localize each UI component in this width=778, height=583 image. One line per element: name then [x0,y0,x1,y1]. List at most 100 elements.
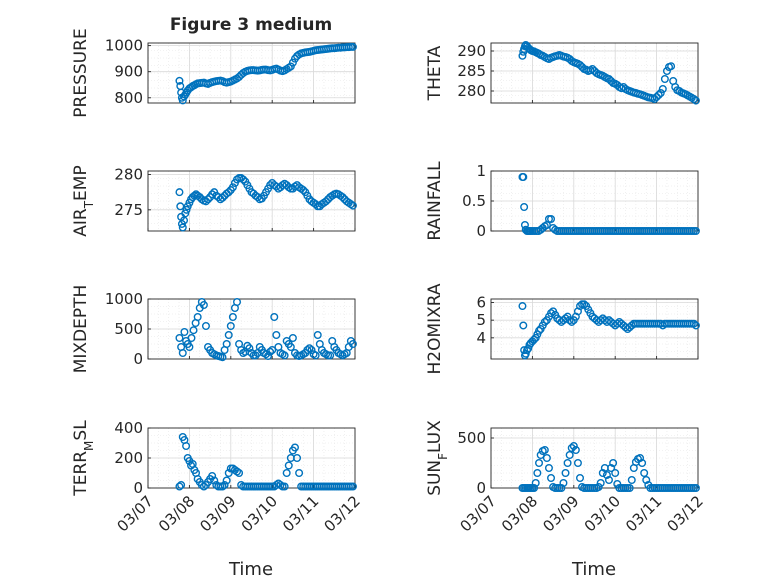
data-markers [175,298,357,362]
data-point [530,484,539,493]
data-point [604,476,613,485]
y-tick-label: 0 [133,479,143,497]
data-point [563,459,572,468]
data-point [218,353,227,362]
figure-title: Figure 3 medium [170,15,332,35]
data-markers [175,42,357,105]
data-point [190,191,199,200]
data-point [264,352,273,361]
data-point [218,193,227,202]
y-tick-label: 900 [114,63,143,81]
data-point [233,467,242,476]
subplot-6: 456 H2OMIXRA [425,283,700,375]
data-point [243,341,252,350]
data-point [313,331,322,340]
y-tick-label: 1 [476,162,486,180]
data-point [536,451,545,460]
subplot-2: 280 285 290 THETA [425,41,700,105]
data-point [208,472,217,481]
y-tick-label: 500 [457,429,486,447]
y-axis-label: MIXDEPTH [71,285,91,374]
data-point [175,76,184,85]
y-axis-label: AIRTEMP [71,165,96,236]
axes-box [147,170,356,232]
data-point [660,74,669,83]
data-point [547,309,556,318]
data-point [561,314,570,323]
data-point [228,183,237,192]
data-point [199,301,208,310]
data-point [594,483,603,492]
data-point [224,331,233,340]
data-point [284,461,293,470]
data-point [542,454,551,463]
data-point [185,343,194,352]
data-point [182,205,191,214]
data-point [627,476,636,485]
data-point [181,209,190,218]
data-point [235,469,244,478]
data-point [596,479,605,488]
data-point [210,476,219,485]
y-axis-label: H2OMIXRA [425,283,445,374]
data-point [239,175,248,184]
data-point [540,317,549,326]
data-point [588,64,597,73]
data-point [193,313,202,322]
data-point [557,484,566,493]
data-point [580,300,589,309]
y-tick-label: 0 [476,479,486,497]
data-point [642,476,651,485]
y-tick-label: 0.5 [462,192,486,210]
data-point [652,92,661,101]
data-point [280,482,289,491]
y-axis-label: SUNFLUX [425,420,450,496]
y-tick-label: 280 [114,166,143,184]
data-point [636,454,645,463]
data-point [261,350,270,359]
data-point [187,334,196,343]
data-point [547,214,556,223]
data-point [571,446,580,455]
data-point [175,482,184,491]
data-point [569,442,578,451]
data-point [531,479,540,488]
y-tick-label: 285 [457,62,486,80]
y-tick-label: 4 [476,329,486,347]
data-point [176,202,185,211]
data-point [204,195,213,204]
data-point [175,334,184,343]
data-point [535,326,544,335]
data-point [650,94,659,103]
y-tick-label: 1000 [105,290,143,308]
data-point [565,316,574,325]
data-point [658,84,667,93]
data-point [656,88,665,97]
data-point [638,459,647,468]
y-tick-label: 400 [114,419,143,437]
data-point [307,346,316,355]
data-point [613,480,622,489]
data-point [290,443,299,452]
data-point [233,298,242,307]
data-point [245,344,254,353]
data-point [322,197,331,206]
y-axis-label: PRESSURE [71,28,91,117]
data-point [288,334,297,343]
data-point [689,319,698,328]
data-point [667,62,676,71]
data-markers [518,172,700,235]
data-point [272,331,281,340]
data-point [691,484,700,493]
data-point [208,190,217,199]
data-point [609,459,618,468]
data-markers [175,433,357,491]
axes-box [147,42,356,104]
data-point [226,322,235,331]
data-point [602,471,611,480]
data-point [576,61,585,70]
axes-box [490,427,699,489]
data-point [559,479,568,488]
data-point [540,446,549,455]
y-tick-label: 0 [133,350,143,368]
